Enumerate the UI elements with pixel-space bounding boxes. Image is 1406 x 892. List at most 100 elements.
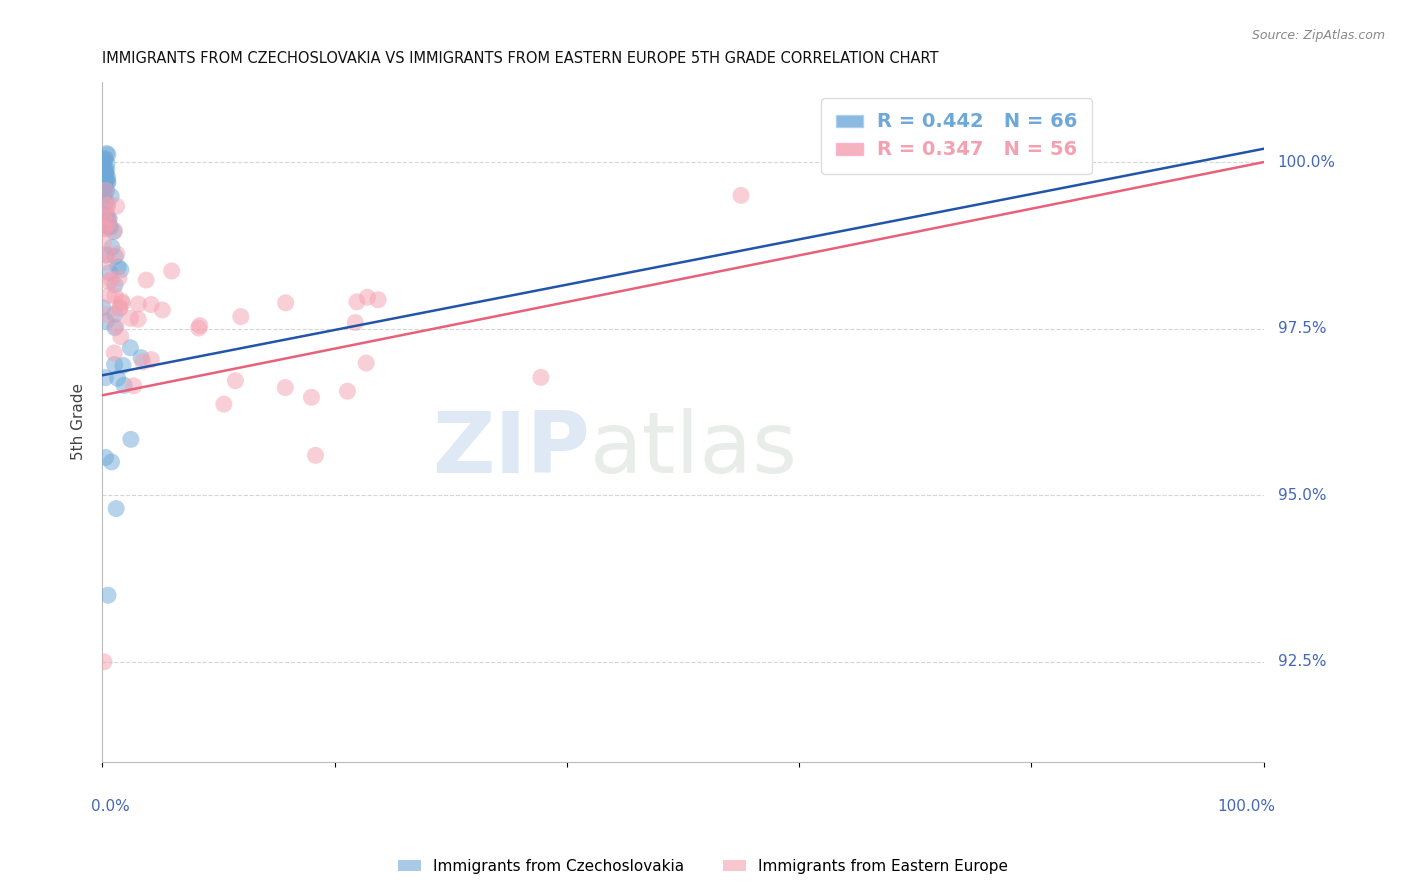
Point [94, 163, 117, 178]
Point [96, 174, 118, 188]
Text: 95.0%: 95.0% [1278, 488, 1326, 503]
Point [120, 341, 142, 355]
Point [91, 183, 114, 197]
Point [97, 211, 120, 226]
Point [105, 247, 128, 261]
Text: IMMIGRANTS FROM CZECHOSLOVAKIA VS IMMIGRANTS FROM EASTERN EUROPE 5TH GRADE CORRE: IMMIGRANTS FROM CZECHOSLOVAKIA VS IMMIGR… [103, 51, 939, 66]
Point [111, 296, 134, 310]
Point [97, 175, 120, 189]
Point [100, 189, 122, 203]
Point [346, 294, 368, 309]
Point [93, 173, 115, 187]
Point [93, 167, 115, 181]
Point [93, 188, 115, 202]
Point [97, 588, 120, 602]
Point [274, 380, 297, 394]
Point [96, 207, 118, 221]
Point [93, 235, 115, 250]
Point [336, 384, 359, 399]
Point [96, 162, 118, 177]
Point [93, 202, 115, 216]
Point [110, 262, 132, 277]
Point [97, 217, 120, 231]
Point [104, 307, 127, 321]
Point [93, 165, 115, 179]
Point [110, 329, 132, 343]
Point [96, 212, 118, 227]
Point [111, 359, 134, 373]
Point [96, 247, 118, 261]
Point [93, 175, 115, 189]
Point [98, 266, 121, 280]
Text: 100.0%: 100.0% [1218, 799, 1275, 814]
Point [94, 183, 117, 197]
Point [96, 307, 118, 321]
Point [91, 175, 114, 189]
Point [91, 169, 114, 183]
Point [94, 163, 117, 178]
Point [94, 370, 117, 384]
Point [107, 260, 129, 274]
Point [108, 301, 131, 315]
Point [101, 240, 124, 254]
Point [94, 248, 117, 262]
Point [94, 168, 117, 182]
Point [96, 169, 118, 183]
Point [107, 371, 129, 385]
Point [212, 397, 235, 411]
Point [108, 271, 131, 285]
Point [96, 199, 118, 213]
Point [93, 655, 115, 669]
Text: 97.5%: 97.5% [1278, 321, 1326, 336]
Point [96, 255, 118, 269]
Point [94, 450, 117, 465]
Point [129, 351, 152, 365]
Point [93, 153, 115, 167]
Point [367, 293, 389, 307]
Point [100, 455, 122, 469]
Point [91, 152, 114, 166]
Point [100, 272, 122, 286]
Legend: Immigrants from Czechoslovakia, Immigrants from Eastern Europe: Immigrants from Czechoslovakia, Immigran… [392, 853, 1014, 880]
Point [104, 288, 127, 302]
Point [94, 174, 117, 188]
Text: atlas: atlas [591, 408, 799, 491]
Point [98, 274, 121, 288]
Point [274, 295, 297, 310]
Point [94, 175, 117, 189]
Point [91, 157, 114, 171]
Point [97, 170, 120, 185]
Point [93, 221, 115, 235]
Point [301, 390, 323, 404]
Point [104, 320, 127, 334]
Point [94, 314, 117, 328]
Point [94, 178, 117, 193]
Point [97, 147, 120, 161]
Text: 0.0%: 0.0% [90, 799, 129, 814]
Point [120, 311, 142, 326]
Point [880, 155, 903, 169]
Point [94, 164, 117, 178]
Point [96, 195, 118, 210]
Point [93, 183, 115, 197]
Point [354, 356, 377, 370]
Point [127, 297, 149, 311]
Point [139, 297, 162, 311]
Point [91, 182, 114, 196]
Point [98, 288, 121, 302]
Point [111, 294, 134, 309]
Point [104, 277, 127, 292]
Y-axis label: 5th Grade: 5th Grade [72, 384, 86, 460]
Point [229, 310, 252, 324]
Text: Source: ZipAtlas.com: Source: ZipAtlas.com [1251, 29, 1385, 42]
Point [108, 301, 131, 316]
Point [104, 250, 127, 264]
Point [105, 501, 128, 516]
Point [93, 172, 115, 186]
Point [105, 199, 128, 213]
Point [96, 183, 118, 197]
Point [96, 198, 118, 212]
Point [98, 212, 121, 227]
Point [127, 312, 149, 326]
Point [187, 321, 209, 335]
